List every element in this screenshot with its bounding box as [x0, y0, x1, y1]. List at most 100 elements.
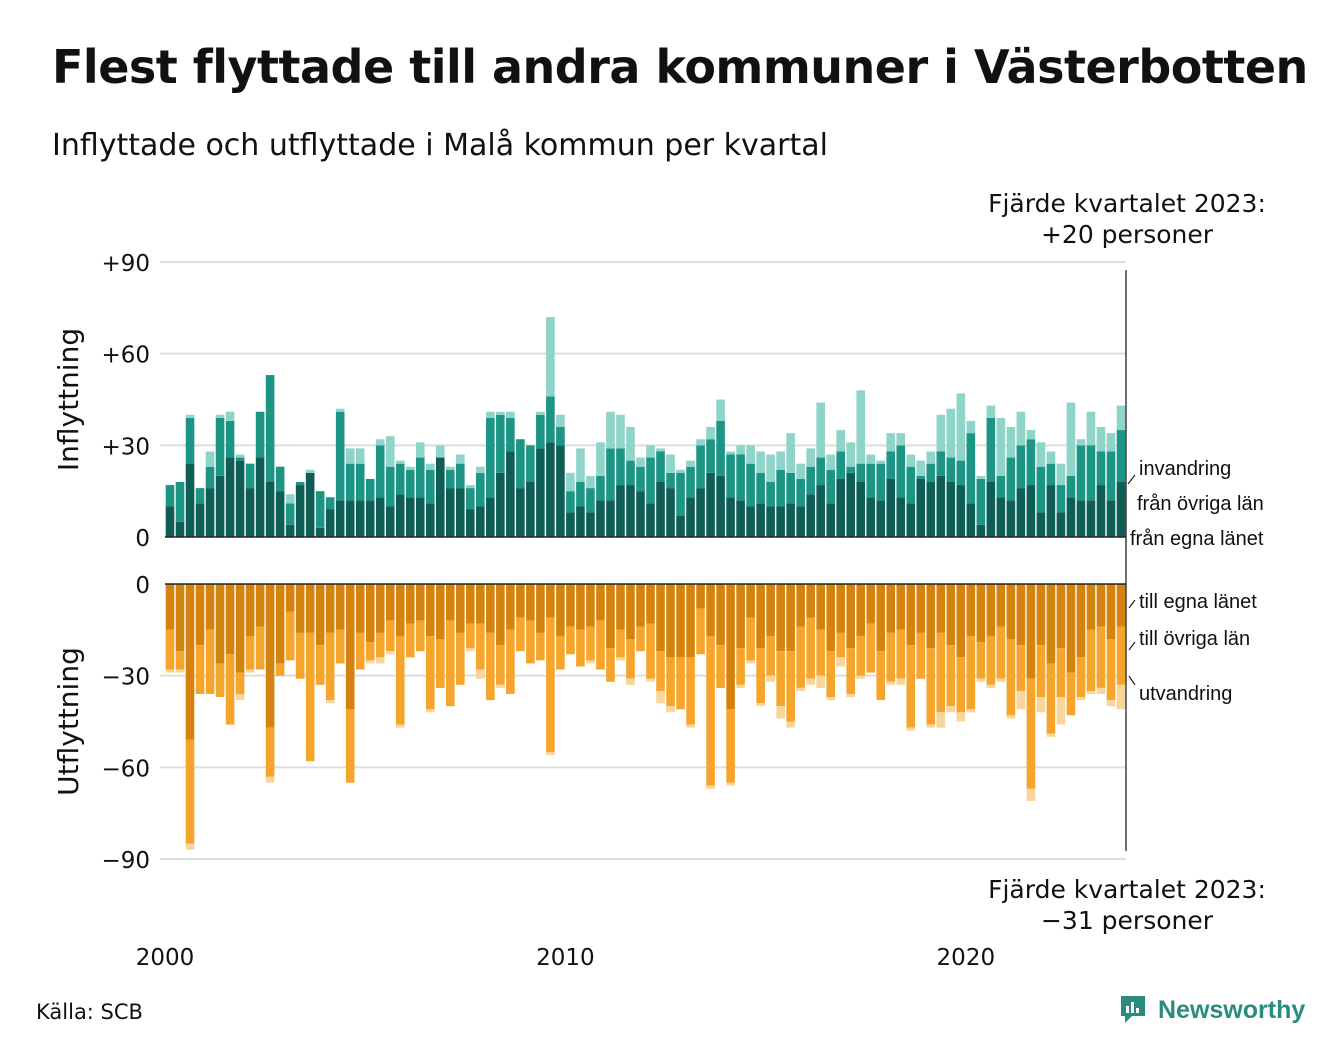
bar-segment [1106, 500, 1116, 537]
bar-segment [696, 488, 705, 537]
series-label: från egna länet [1130, 528, 1264, 550]
bar-segment [846, 472, 856, 537]
bar-segment [275, 663, 285, 676]
bar-segment [536, 411, 545, 415]
bar-segment [796, 687, 805, 691]
bar-segment [606, 584, 615, 649]
bar-segment [486, 411, 495, 418]
bar-segment [1006, 500, 1016, 537]
bar-segment [466, 584, 475, 624]
bar-segment [706, 785, 715, 789]
bar-segment [856, 463, 866, 482]
bar-segment [215, 475, 225, 537]
bar-segment [405, 466, 415, 470]
bar-segment [175, 584, 185, 652]
bar-segment [476, 669, 485, 679]
bar-segment [526, 620, 535, 664]
bar-segment [806, 494, 815, 537]
bar-segment [1016, 690, 1026, 710]
bar-segment [756, 503, 765, 537]
bar-segment [496, 684, 505, 688]
bar-segment [1086, 411, 1096, 446]
bar-segment [576, 584, 585, 630]
bar-segment [1016, 445, 1026, 489]
bar-segment [245, 669, 255, 673]
bar-segment [1076, 439, 1086, 446]
bar-segment [576, 506, 585, 537]
bar-segment [976, 678, 986, 682]
annotation-bottom-line1: Fjärde kvartalet 2023: [988, 875, 1266, 904]
bar-segment [285, 611, 295, 661]
bar-segment [265, 776, 275, 783]
bar-segment [185, 414, 195, 418]
bar-segment [285, 503, 295, 525]
bar-segment [496, 472, 505, 537]
bar-segment [926, 584, 936, 649]
bar-segment [355, 463, 365, 501]
bar-segment [786, 503, 795, 537]
bar-segment [295, 482, 305, 486]
bar-segment [165, 485, 175, 507]
label-leader [1127, 474, 1136, 485]
bar-segment [1036, 645, 1046, 698]
x-tick-label: 2010 [536, 945, 595, 971]
bar-segment [736, 584, 745, 649]
bar-segment [646, 445, 655, 458]
bar-segment [796, 478, 805, 507]
bar-segment [996, 626, 1006, 679]
bar-segment [355, 632, 365, 670]
bar-segment [415, 620, 425, 652]
bar-segment [165, 584, 175, 630]
bar-segment [405, 584, 415, 624]
bar-segment [315, 645, 325, 685]
bar-segment [916, 475, 926, 479]
bar-segment [886, 632, 896, 682]
bar-segment [1026, 584, 1036, 679]
bar-segment [806, 448, 815, 467]
bar-segment [466, 485, 475, 489]
bar-segment [786, 472, 795, 504]
bar-segment [566, 472, 575, 492]
bar-segment [506, 629, 515, 694]
bar-segment [756, 648, 765, 704]
annotation-bottom-line2: −31 personer [1040, 906, 1214, 935]
bar-segment [946, 482, 956, 537]
bar-segment [596, 500, 605, 537]
bar-segment [896, 433, 906, 446]
bar-segment [1066, 402, 1076, 476]
bar-segment [235, 672, 245, 694]
bar-segment [335, 629, 345, 664]
bar-segment [866, 623, 876, 673]
bar-segment [1016, 584, 1026, 646]
bar-segment [546, 617, 555, 753]
bar-segment [626, 427, 635, 461]
bar-segment [476, 584, 485, 624]
bar-segment [295, 584, 305, 633]
bar-segment [676, 515, 685, 537]
bar-segment [506, 417, 515, 452]
bar-segment [536, 632, 545, 661]
bar-segment [646, 457, 655, 504]
bar-segment [696, 445, 705, 489]
bar-segment [586, 488, 595, 513]
bar-segment [946, 408, 956, 458]
bar-segment [886, 584, 896, 633]
bar-segment [445, 584, 455, 621]
bar-segment [696, 608, 705, 655]
bar-segment [986, 584, 996, 636]
bar-segment [1046, 584, 1056, 664]
bar-segment [486, 632, 495, 701]
bar-segment [826, 503, 835, 537]
bar-segment [576, 482, 585, 507]
bar-segment [926, 451, 936, 464]
bar-segment [686, 497, 695, 537]
bar-segment [325, 632, 335, 701]
bar-segment [395, 460, 405, 464]
bar-segment [255, 584, 265, 627]
bar-segment [235, 457, 245, 461]
bar-segment [926, 463, 936, 482]
bar-segment [666, 706, 675, 713]
bar-segment [1066, 584, 1076, 673]
bar-segment [175, 651, 185, 670]
bar-segment [636, 584, 645, 627]
